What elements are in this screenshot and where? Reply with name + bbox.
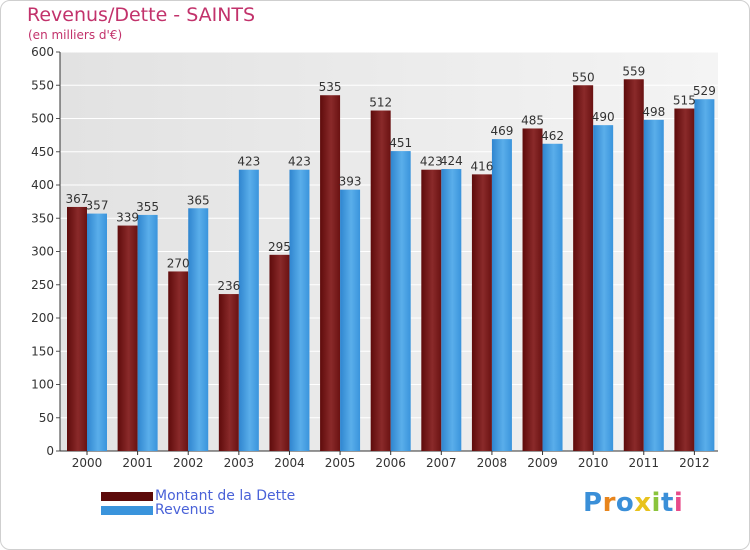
- bar-debt: [421, 169, 442, 451]
- bar-debt: [471, 174, 492, 452]
- chart-title: Revenus/Dette - SAINTS: [27, 4, 256, 26]
- bar-revenue: [694, 99, 715, 451]
- y-tick-label: 600: [31, 45, 54, 59]
- data-label-revenue: 423: [237, 155, 260, 169]
- x-tick-label: 2006: [375, 456, 406, 470]
- bar-revenue: [491, 139, 512, 452]
- data-label-debt: 236: [217, 279, 240, 293]
- bar-revenue: [593, 125, 614, 452]
- x-tick-label: 2002: [173, 456, 204, 470]
- y-tick-label: 500: [31, 112, 54, 126]
- legend-swatch-revenue: [101, 505, 153, 515]
- bar-debt: [320, 95, 341, 451]
- bar-debt: [370, 110, 391, 452]
- y-tick-label: 400: [31, 178, 54, 192]
- bar-revenue: [542, 143, 563, 451]
- data-label-debt: 416: [470, 159, 493, 173]
- bar-debt: [623, 79, 644, 451]
- y-tick-label: 150: [31, 344, 54, 358]
- x-tick-label: 2008: [477, 456, 508, 470]
- data-label-debt: 535: [319, 80, 342, 94]
- data-label-debt: 515: [673, 94, 696, 108]
- data-label-revenue: 462: [541, 129, 564, 143]
- y-tick-label: 100: [31, 378, 54, 392]
- bar-debt: [218, 294, 239, 451]
- legend-item-revenue: Revenus: [101, 503, 215, 517]
- x-tick-label: 2012: [679, 456, 710, 470]
- x-tick-label: 2010: [578, 456, 609, 470]
- data-label-debt: 485: [521, 113, 544, 127]
- data-label-revenue: 490: [592, 110, 615, 124]
- data-label-debt: 339: [116, 211, 139, 225]
- bar-debt: [269, 254, 290, 451]
- data-label-debt: 512: [369, 96, 392, 110]
- data-label-revenue: 423: [288, 155, 311, 169]
- y-tick-label: 0: [46, 444, 54, 458]
- logo-letter: r: [602, 488, 616, 518]
- data-label-revenue: 365: [187, 193, 210, 207]
- y-tick-label: 50: [39, 411, 54, 425]
- data-label-debt: 559: [622, 64, 645, 78]
- bar-debt: [117, 225, 138, 451]
- data-label-revenue: 469: [490, 124, 513, 138]
- data-label-debt: 423: [420, 155, 443, 169]
- data-label-debt: 367: [66, 192, 89, 206]
- proxiti-logo: Proxiti: [583, 488, 683, 518]
- bar-revenue: [188, 208, 209, 451]
- legend-label-debt: Montant de la Dette: [155, 488, 296, 504]
- x-tick-label: 2005: [325, 456, 356, 470]
- bar-revenue: [87, 213, 107, 451]
- y-tick-label: 350: [31, 211, 54, 225]
- legend-label-revenue: Revenus: [155, 502, 215, 518]
- data-label-revenue: 529: [693, 84, 716, 98]
- y-tick-label: 250: [31, 278, 54, 292]
- bar-revenue: [289, 169, 310, 451]
- bar-revenue: [390, 151, 411, 451]
- bar-revenue: [643, 119, 664, 451]
- x-tick-label: 2009: [527, 456, 558, 470]
- logo-letter: i: [651, 488, 661, 518]
- data-label-revenue: 424: [440, 154, 463, 168]
- data-label-debt: 295: [268, 240, 291, 254]
- logo-letter: P: [583, 488, 603, 518]
- legend-item-debt: Montant de la Dette: [101, 489, 295, 503]
- chart-subtitle: (en milliers d'€): [28, 28, 123, 42]
- y-tick-label: 200: [31, 311, 54, 325]
- logo-letter: x: [634, 488, 652, 518]
- logo-letter: t: [660, 488, 674, 518]
- x-tick-label: 2007: [426, 456, 457, 470]
- data-label-revenue: 355: [136, 200, 159, 214]
- data-label-revenue: 357: [86, 199, 109, 213]
- bar-debt: [168, 271, 189, 451]
- bar-revenue: [137, 214, 158, 451]
- bar-debt: [674, 108, 695, 452]
- bar-revenue: [340, 189, 361, 451]
- bar-revenue: [238, 169, 259, 451]
- legend-swatch-debt: [101, 491, 153, 501]
- x-tick-label: 2000: [72, 456, 103, 470]
- bar-debt: [67, 206, 87, 451]
- data-label-debt: 550: [572, 70, 595, 84]
- logo-letter: i: [673, 488, 684, 518]
- data-label-revenue: 451: [389, 136, 412, 150]
- data-label-revenue: 498: [642, 105, 665, 119]
- x-tick-label: 2001: [122, 456, 153, 470]
- y-tick-label: 300: [31, 245, 54, 259]
- bar-revenue: [441, 169, 462, 452]
- x-tick-label: 2011: [628, 456, 659, 470]
- data-label-debt: 270: [167, 256, 190, 270]
- bar-debt: [522, 128, 543, 451]
- y-tick-label: 550: [31, 78, 54, 92]
- logo-letter: o: [615, 488, 635, 518]
- x-tick-label: 2004: [274, 456, 305, 470]
- x-tick-label: 2003: [224, 456, 255, 470]
- data-label-revenue: 393: [339, 175, 362, 189]
- bar-debt: [573, 85, 594, 451]
- y-tick-label: 450: [31, 145, 54, 159]
